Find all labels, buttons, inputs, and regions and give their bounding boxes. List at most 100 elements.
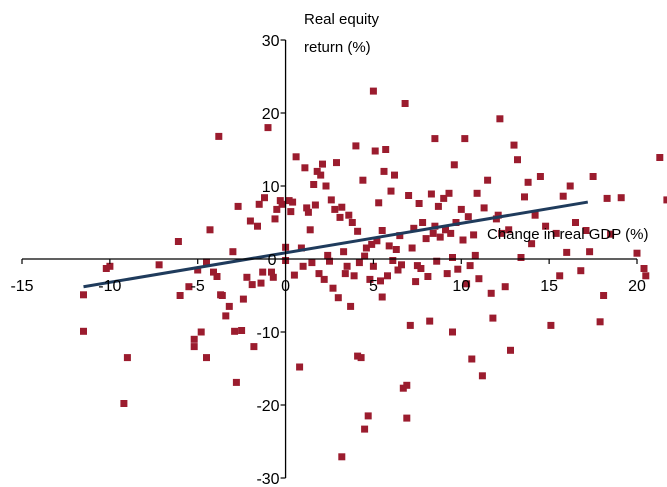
data-point [572, 219, 579, 226]
data-point [368, 240, 376, 248]
data-point [329, 284, 337, 292]
data-point [206, 226, 214, 234]
data-point [369, 262, 377, 270]
data-point [311, 201, 319, 209]
data-point [331, 205, 339, 213]
y-tick-label: 0 [268, 252, 277, 269]
data-point [382, 146, 390, 153]
data-point [426, 317, 434, 325]
data-point [333, 159, 340, 167]
data-point [301, 164, 309, 172]
data-point [319, 160, 326, 168]
data-point [246, 217, 254, 225]
y-tick-label: -10 [256, 325, 279, 342]
data-point [600, 292, 608, 299]
data-point [656, 154, 664, 161]
data-point [445, 189, 453, 197]
data-point [120, 400, 128, 407]
data-point [496, 115, 504, 123]
y-tick-label: 20 [262, 106, 280, 123]
data-point [313, 167, 321, 175]
data-point [431, 222, 439, 230]
data-point [234, 202, 242, 210]
data-point [371, 147, 379, 155]
data-point [338, 203, 346, 211]
data-point [542, 222, 550, 230]
data-point [391, 171, 398, 179]
data-point [80, 291, 87, 299]
data-point [315, 270, 323, 278]
data-point [475, 275, 483, 283]
data-point [210, 268, 217, 276]
data-point [489, 314, 497, 322]
data-point [434, 202, 442, 210]
data-point [292, 153, 300, 161]
data-point [248, 281, 256, 289]
data-point [324, 251, 332, 259]
data-point [348, 219, 356, 226]
data-point [457, 205, 465, 213]
x-axis-ticks: -15 -10 -5 0 5 10 15 20 [10, 259, 646, 295]
data-point [403, 381, 411, 389]
data-point [190, 335, 198, 343]
data-point [287, 208, 295, 216]
x-tick-label: 5 [369, 278, 378, 295]
data-point [203, 258, 210, 266]
data-point [197, 328, 205, 336]
data-point [276, 197, 284, 205]
data-point [250, 343, 258, 351]
data-point [297, 244, 305, 252]
data-point [289, 198, 297, 206]
data-point [484, 176, 492, 184]
data-point [466, 262, 474, 270]
y-tick-label: -30 [256, 471, 279, 487]
data-point [239, 295, 247, 303]
data-point [185, 283, 193, 291]
data-point [299, 262, 307, 270]
data-point [443, 270, 451, 278]
data-point [176, 292, 184, 299]
trend-line [83, 200, 589, 289]
data-point [243, 273, 251, 281]
data-point [473, 189, 481, 197]
data-point [471, 251, 479, 259]
x-tick-label: 10 [452, 278, 470, 295]
data-point [80, 327, 87, 335]
data-point [396, 232, 404, 240]
x-tick-label: -10 [98, 278, 121, 295]
data-point [501, 283, 509, 291]
data-point [268, 268, 275, 276]
data-point [596, 318, 604, 326]
data-point [403, 414, 411, 422]
data-point [155, 261, 163, 269]
data-point [322, 182, 330, 190]
data-point [603, 194, 611, 202]
data-point [238, 327, 246, 334]
data-point [336, 213, 344, 221]
data-point [203, 354, 210, 362]
data-point [461, 135, 469, 143]
data-point [547, 321, 555, 329]
data-point [364, 412, 372, 420]
data-point [514, 156, 521, 164]
data-point [290, 271, 298, 279]
data-point [341, 270, 349, 278]
data-point [306, 226, 314, 234]
data-point [422, 235, 430, 243]
data-point [215, 132, 223, 140]
x-tick-label: 15 [540, 278, 558, 295]
data-point [317, 171, 325, 179]
data-point [433, 257, 441, 265]
data-point [384, 272, 391, 280]
data-point [373, 237, 381, 245]
data-point [394, 266, 402, 274]
data-point [269, 273, 277, 281]
data-point [459, 236, 467, 244]
data-point [378, 293, 386, 301]
data-point [334, 294, 342, 302]
data-point [559, 192, 567, 200]
data-point [369, 87, 377, 95]
data-point [429, 229, 437, 237]
data-point [563, 248, 571, 256]
data-point [343, 262, 351, 270]
